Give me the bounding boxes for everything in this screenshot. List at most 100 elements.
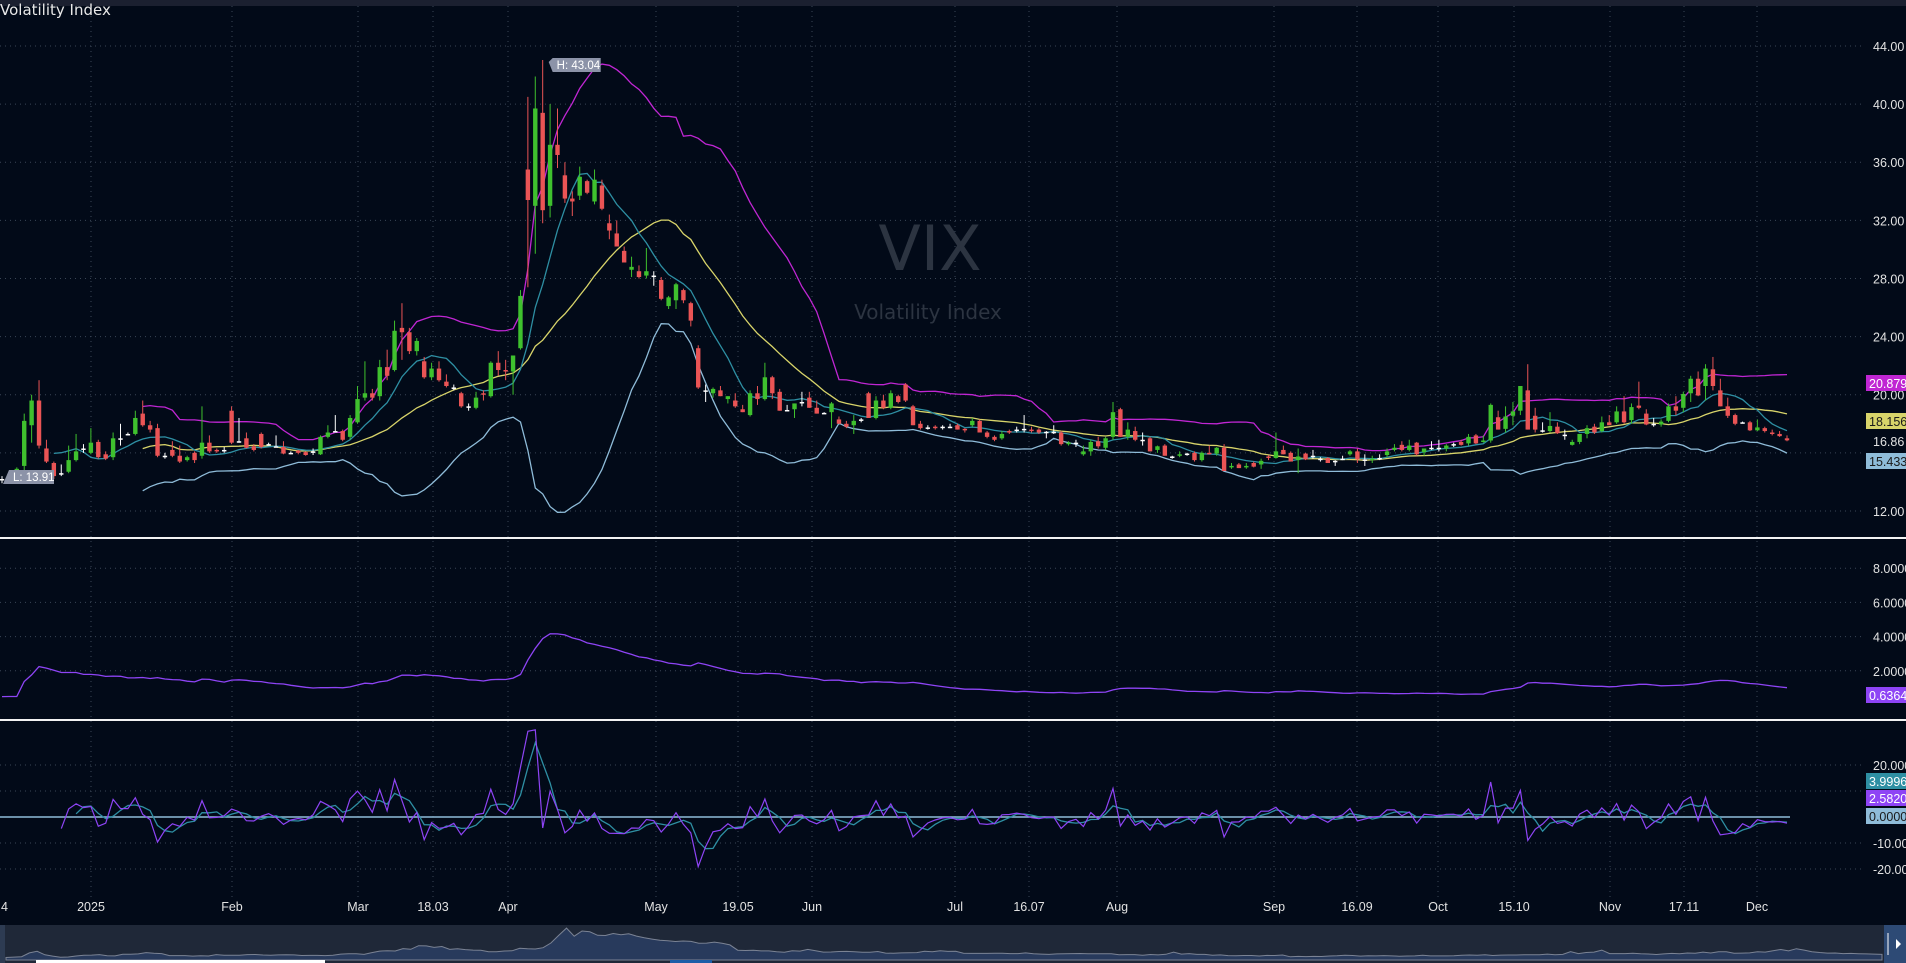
navigator-scrollbar[interactable] bbox=[36, 960, 325, 963]
candle bbox=[1266, 455, 1271, 461]
candle bbox=[503, 359, 508, 381]
candle-body bbox=[281, 447, 286, 454]
bollinger-upper-tag-label: 20.879 bbox=[1869, 377, 1906, 391]
candle-body bbox=[14, 468, 20, 471]
candle bbox=[1377, 454, 1382, 461]
candle bbox=[88, 428, 94, 455]
candle bbox=[1458, 439, 1464, 446]
candle bbox=[377, 359, 382, 401]
chart-title: Volatility Index bbox=[0, 1, 111, 19]
navigator-left-handle[interactable] bbox=[0, 925, 5, 963]
candle-body bbox=[103, 454, 108, 459]
navigator bbox=[0, 925, 1906, 963]
candle bbox=[207, 435, 212, 453]
candle bbox=[1547, 412, 1553, 433]
candle-body bbox=[229, 410, 234, 443]
x-tick-label: 17.11 bbox=[1669, 900, 1699, 914]
candle bbox=[1229, 463, 1234, 469]
candle-body bbox=[910, 406, 916, 426]
candle bbox=[792, 403, 797, 418]
y-tick-label: 2.0000 bbox=[1873, 665, 1906, 679]
candle-body bbox=[421, 361, 427, 378]
x-axis: 4 2025 Feb Mar 18.03 Apr May 19.05 Jun Jul 16.07 Au… bbox=[1, 900, 1768, 914]
candle bbox=[1362, 454, 1368, 466]
candle-body bbox=[162, 455, 168, 458]
candle-body bbox=[1481, 440, 1486, 442]
candle bbox=[236, 417, 242, 443]
candle bbox=[421, 356, 427, 379]
candle-body bbox=[1681, 393, 1686, 408]
candle-body bbox=[570, 198, 575, 202]
bollinger-middle-line bbox=[142, 219, 1788, 461]
candle-body bbox=[1473, 435, 1479, 444]
y-tick-label: 40.00 bbox=[1873, 98, 1904, 112]
candle bbox=[1570, 439, 1575, 446]
candle-body bbox=[747, 393, 753, 416]
y-tick-label: -20.00 bbox=[1873, 863, 1906, 877]
candle bbox=[162, 452, 168, 459]
low-marker: L: 13.91 bbox=[3, 470, 55, 484]
candle bbox=[1125, 422, 1131, 440]
x-tick-label: May bbox=[644, 900, 668, 914]
candle-body bbox=[1088, 441, 1093, 452]
candle-body bbox=[636, 271, 642, 278]
candle-body bbox=[896, 396, 901, 402]
candle-body bbox=[466, 406, 471, 408]
candle-body bbox=[1162, 445, 1168, 456]
candle bbox=[1088, 439, 1093, 456]
x-tick-label: 15.10 bbox=[1498, 900, 1529, 914]
candle bbox=[1681, 391, 1686, 413]
candle bbox=[1021, 415, 1027, 433]
candle bbox=[621, 246, 627, 263]
candle bbox=[777, 388, 782, 411]
candle-body bbox=[1029, 429, 1034, 432]
candle-body bbox=[888, 393, 893, 408]
candle bbox=[1451, 442, 1456, 448]
candle bbox=[1133, 426, 1138, 442]
y-tick-label: 12.00 bbox=[1873, 505, 1904, 519]
candle-body bbox=[110, 438, 116, 458]
candle bbox=[362, 361, 368, 401]
candle bbox=[1555, 422, 1560, 434]
candle bbox=[59, 464, 64, 477]
x-tick-label: Feb bbox=[221, 900, 243, 914]
candle-body bbox=[1325, 457, 1330, 464]
candle bbox=[1192, 451, 1197, 462]
candle-body bbox=[1747, 422, 1753, 431]
candle bbox=[296, 449, 301, 455]
candle-body bbox=[1710, 369, 1716, 387]
candle-body bbox=[473, 397, 479, 408]
navigator-right-button[interactable] bbox=[1884, 925, 1906, 963]
candle-body bbox=[266, 444, 271, 446]
candle-body bbox=[1436, 447, 1442, 450]
candle-body bbox=[873, 400, 879, 418]
candle bbox=[347, 415, 353, 440]
candle-body bbox=[199, 442, 205, 456]
high-marker: H: 43.04 bbox=[548, 58, 601, 72]
candle-body bbox=[147, 425, 153, 430]
candle-body bbox=[881, 400, 886, 408]
candle-body bbox=[1081, 451, 1086, 455]
candle-body bbox=[1407, 445, 1412, 450]
candle-body bbox=[1629, 407, 1634, 421]
candle bbox=[73, 433, 79, 462]
candle-body bbox=[1258, 460, 1264, 465]
candle-body bbox=[858, 419, 864, 421]
atr-pane bbox=[1, 633, 1788, 698]
candle-body bbox=[51, 463, 57, 477]
candle-body bbox=[540, 112, 545, 211]
candle bbox=[718, 386, 723, 397]
candle bbox=[725, 396, 731, 404]
navigator-scroll-thumb bbox=[670, 960, 712, 963]
candle bbox=[177, 445, 182, 464]
candle-body bbox=[1362, 459, 1368, 461]
candle-body bbox=[1614, 411, 1619, 423]
x-tick-label: Jun bbox=[802, 900, 822, 914]
candle bbox=[1177, 451, 1182, 458]
candle-body bbox=[496, 362, 501, 371]
candle-body bbox=[1370, 458, 1375, 461]
last-price-label: 16.86 bbox=[1873, 435, 1904, 449]
candle-body bbox=[562, 175, 568, 199]
candle-body bbox=[140, 413, 145, 426]
